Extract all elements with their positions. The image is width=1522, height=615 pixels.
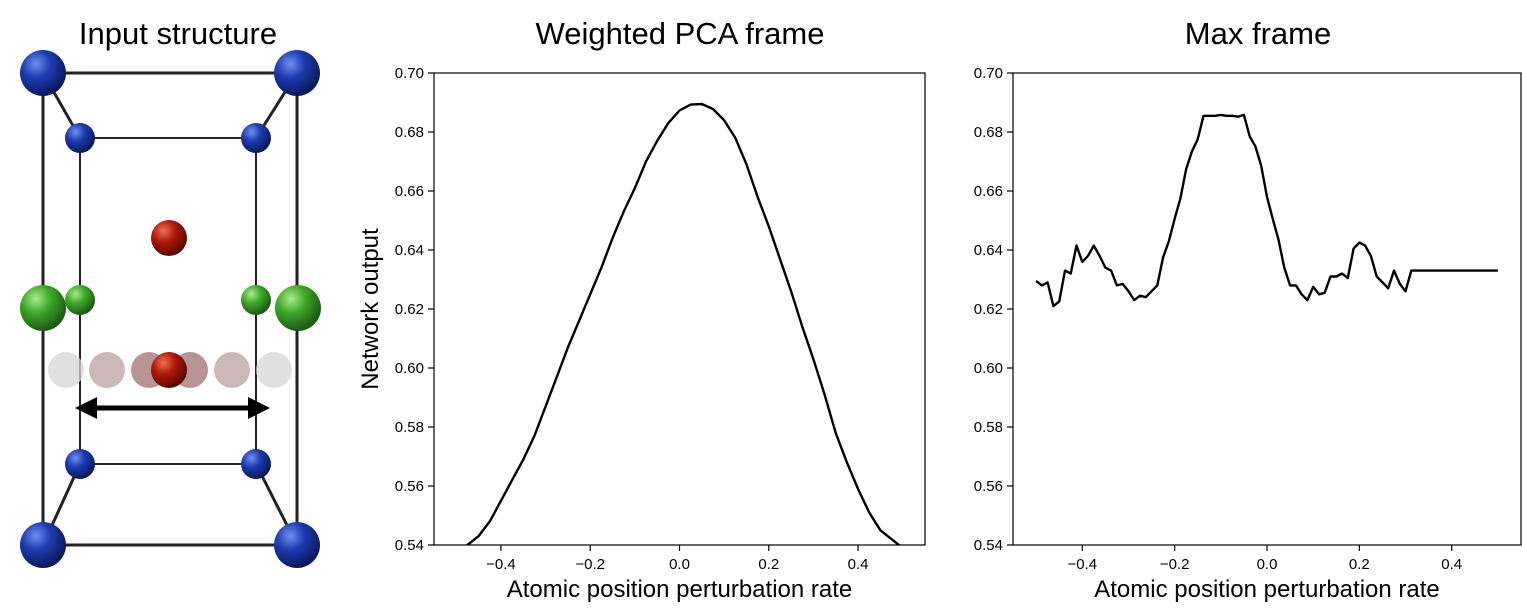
pca-x-tick-label: 0.0	[669, 556, 690, 573]
blue-atom	[20, 50, 66, 96]
blue-atom	[274, 522, 320, 568]
pca-y-tick-label: 0.66	[395, 183, 424, 200]
pca-y-tick-label: 0.68	[395, 124, 424, 141]
blue-atom	[241, 449, 271, 479]
green-atom	[65, 285, 95, 315]
pca-x-axis-label: Atomic position perturbation rate	[507, 576, 853, 603]
green-atom	[275, 285, 321, 331]
blue-atom	[65, 449, 95, 479]
pca-x-tick-label: −0.2	[575, 556, 605, 573]
pca-y-tick-label: 0.62	[395, 301, 424, 318]
max-x-axis-label: Atomic position perturbation rate	[1094, 576, 1440, 603]
ghost-atom	[256, 352, 292, 388]
pca-y-tick-label: 0.70	[395, 65, 424, 82]
max-y-tick-label: 0.56	[974, 478, 1003, 495]
max-y-tick-label: 0.68	[974, 124, 1003, 141]
max-y-tick-label: 0.62	[974, 301, 1003, 318]
pca-y-tick-label: 0.58	[395, 419, 424, 436]
ghost-atom	[89, 352, 125, 388]
red-atom-displaced	[151, 352, 187, 388]
max-y-tick-label: 0.58	[974, 419, 1003, 436]
pca-y-axis-label: Network output	[357, 228, 384, 390]
max-x-tick-label: 0.0	[1257, 556, 1278, 573]
max-x-tick-label: −0.2	[1160, 556, 1190, 573]
pca-y-tick-label: 0.60	[395, 360, 424, 377]
crystal-structure-diagram	[20, 50, 321, 568]
max-plot-frame	[1012, 72, 1522, 546]
pca-x-tick-label: 0.4	[848, 556, 869, 573]
pca-y-tick-label: 0.64	[395, 242, 424, 259]
red-atom	[151, 220, 187, 256]
max-y-tick-label: 0.54	[974, 537, 1003, 554]
pca-series-line	[465, 102, 901, 545]
blue-atom	[65, 123, 95, 153]
max-y-tick-label: 0.64	[974, 242, 1003, 259]
blue-atom	[241, 123, 271, 153]
pca-x-tick-label: −0.4	[486, 556, 516, 573]
pca-chart-title: Weighted PCA frame	[535, 16, 825, 51]
blue-atom	[274, 50, 320, 96]
max-y-tick-label: 0.70	[974, 65, 1003, 82]
max-chart-title: Max frame	[1184, 16, 1332, 51]
pca-x-tick-label: 0.2	[758, 556, 779, 573]
max-x-tick-label: 0.4	[1441, 556, 1462, 573]
max-x-tick-label: 0.2	[1349, 556, 1370, 573]
max-series-line	[1035, 113, 1498, 308]
max-y-tick-label: 0.66	[974, 183, 1003, 200]
blue-atom	[20, 522, 66, 568]
max-y-tick-label: 0.60	[974, 360, 1003, 377]
max-x-tick-label: −0.4	[1067, 556, 1097, 573]
green-atom	[20, 285, 66, 331]
displacement-arrow	[75, 397, 270, 419]
structure-title: Input structure	[78, 16, 278, 51]
pca-y-tick-label: 0.56	[395, 478, 424, 495]
ghost-atom	[48, 352, 84, 388]
ghost-atom	[214, 352, 250, 388]
green-atom	[241, 285, 271, 315]
pca-y-tick-label: 0.54	[395, 537, 424, 554]
atoms	[20, 50, 321, 568]
